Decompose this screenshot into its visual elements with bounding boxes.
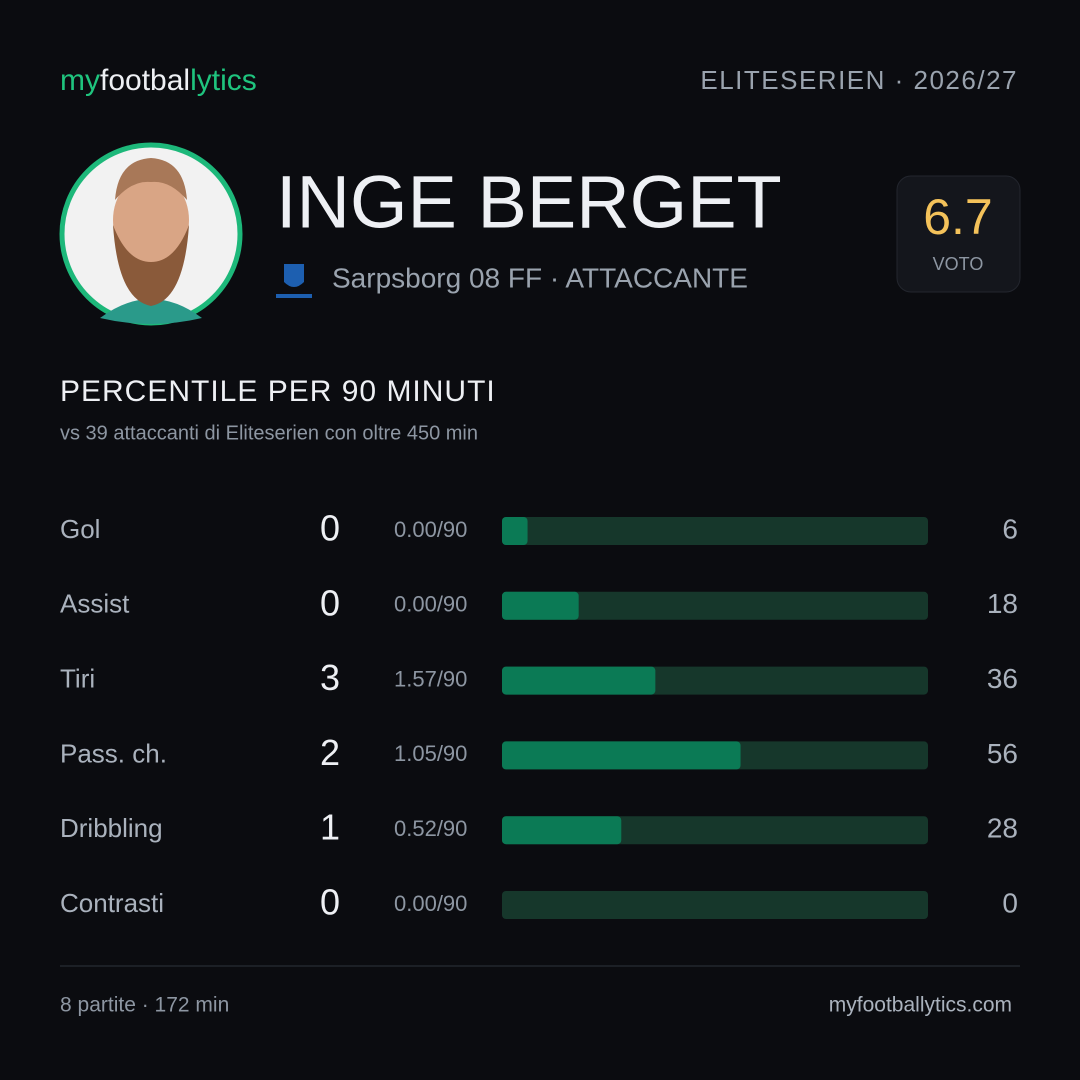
stat-total: 1 bbox=[320, 807, 340, 848]
footer-stats: 8 partite · 172 min bbox=[60, 994, 229, 1017]
stat-total: 3 bbox=[320, 657, 340, 698]
stat-total: 0 bbox=[320, 508, 340, 549]
bar-track bbox=[502, 591, 928, 620]
percentile-value: 6 bbox=[1002, 513, 1018, 544]
bar bbox=[502, 816, 622, 845]
team-logo bbox=[276, 264, 312, 298]
bar bbox=[502, 517, 528, 545]
brand-part: footbal bbox=[100, 64, 190, 97]
rating-label: VOTO bbox=[933, 254, 984, 274]
bar-track bbox=[502, 891, 928, 919]
rating-value: 6.7 bbox=[923, 189, 993, 245]
percentile-value: 28 bbox=[987, 813, 1018, 844]
player-photo bbox=[59, 142, 243, 326]
section-subtitle: vs 39 attaccanti di Eliteserien con oltr… bbox=[60, 422, 478, 444]
stat-label: Gol bbox=[60, 514, 100, 544]
team-position: Sarpsborg 08 FF · ATTACCANTE bbox=[332, 262, 748, 293]
stat-label: Tiri bbox=[60, 663, 95, 693]
brand-logo: myfootballytics bbox=[60, 64, 257, 97]
percentile-value: 36 bbox=[987, 663, 1018, 694]
league-season: ELITESERIEN · 2026/27 bbox=[700, 65, 1018, 95]
stat-per90: 0.00/90 bbox=[394, 517, 467, 542]
section-title: PERCENTILE PER 90 MINUTI bbox=[60, 375, 496, 408]
stat-label: Assist bbox=[60, 589, 130, 619]
percentile-value: 56 bbox=[987, 738, 1018, 769]
bar bbox=[502, 666, 656, 695]
stat-total: 0 bbox=[320, 582, 340, 623]
stat-per90: 0.00/90 bbox=[394, 592, 467, 617]
player-name: INGE BERGET bbox=[276, 161, 782, 244]
stat-total: 0 bbox=[320, 882, 340, 923]
rating-box bbox=[896, 175, 1021, 293]
stat-total: 2 bbox=[320, 732, 340, 773]
stat-per90: 1.05/90 bbox=[394, 741, 467, 766]
stat-label: Pass. ch. bbox=[60, 738, 167, 768]
stat-per90: 0.52/90 bbox=[394, 816, 467, 841]
percentile-value: 0 bbox=[1002, 887, 1018, 918]
bar-track bbox=[502, 517, 928, 545]
stat-per90: 0.00/90 bbox=[394, 891, 467, 916]
stat-label: Contrasti bbox=[60, 888, 164, 918]
bar bbox=[502, 591, 579, 620]
percentile-value: 18 bbox=[987, 588, 1018, 619]
stat-per90: 1.57/90 bbox=[394, 666, 467, 691]
bar bbox=[502, 741, 741, 770]
brand-part: my bbox=[60, 64, 100, 97]
stat-label: Dribbling bbox=[60, 813, 163, 843]
footer-site: myfootballytics.com bbox=[829, 994, 1012, 1017]
brand-part: lytics bbox=[190, 64, 257, 97]
